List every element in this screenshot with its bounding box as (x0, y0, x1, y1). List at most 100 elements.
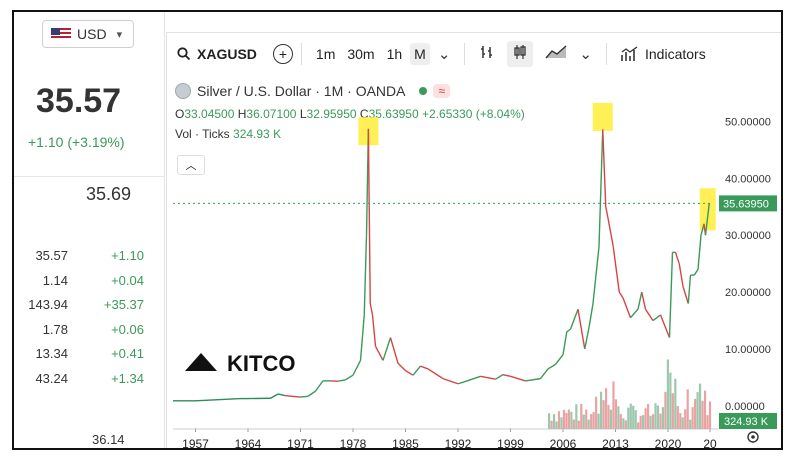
indicators-icon (621, 46, 638, 61)
price-segment (502, 373, 511, 378)
volume-bar (647, 403, 650, 429)
current-price: 35.57 (36, 82, 122, 120)
volume-bar (644, 408, 647, 429)
collapse-legend-button[interactable]: ︿ (177, 155, 205, 175)
us-flag-icon (51, 28, 71, 40)
candles-style-icon[interactable] (507, 41, 534, 67)
price-segment (607, 218, 614, 247)
price-segment (345, 374, 354, 381)
volume-bar (590, 414, 593, 429)
chart-panel: XAGUSD + 1m 30m 1h M ⌄ ⌄ Indicators (166, 32, 783, 449)
symbol-search[interactable]: XAGUSD (177, 46, 257, 62)
price-segment (374, 345, 384, 361)
close-label: C (359, 107, 369, 121)
price-segment (592, 246, 600, 304)
volume-bars (548, 359, 712, 429)
volume-bar (649, 415, 652, 429)
volume-bar (550, 420, 553, 429)
settings-icon[interactable] (747, 431, 759, 443)
price-segment (442, 377, 459, 385)
open-value: 33.04500 (184, 107, 235, 121)
chevron-down-icon[interactable]: ⌄ (579, 46, 592, 63)
volume-bar (582, 414, 585, 429)
volume-badge (719, 413, 777, 429)
row-change: +1.34 (111, 371, 144, 386)
price-segment (641, 291, 647, 310)
interval-1h[interactable]: 1h (386, 46, 403, 62)
volume-readout: Vol · Ticks 324.93 K (175, 127, 281, 141)
close-value: 35.63950 (368, 107, 419, 121)
volume-bar (614, 399, 618, 429)
low-label: L (299, 107, 307, 121)
indicators-button[interactable]: Indicators (621, 46, 706, 62)
price-segment (622, 297, 632, 318)
add-symbol-button[interactable]: + (272, 44, 293, 64)
row-value: 43.24 (35, 371, 68, 386)
price-segment (554, 354, 564, 365)
chart-title: Silver / U.S. Dollar · 1M · OANDA (197, 83, 406, 99)
highlight-marker (592, 102, 613, 131)
volume-bar (604, 388, 608, 429)
volume-bar (632, 405, 635, 429)
row-value: 13.34 (35, 346, 68, 361)
row-change: +0.06 (111, 322, 144, 337)
volume-bar (674, 378, 677, 429)
volume-bar (602, 400, 605, 429)
x-tick-label: 2006 (550, 437, 577, 449)
quote-sidebar: USD ▾ 35.57 +1.10 (+3.19%) 35.69 35.57 +… (14, 12, 165, 448)
row-value: 1.78 (42, 322, 68, 337)
volume-bar (654, 403, 657, 429)
price-chart[interactable]: 50.00000 40.00000 30.00000 20.00000 10.00000… (167, 33, 783, 449)
area-chart-icon[interactable] (545, 45, 567, 63)
screenshot-frame: USD ▾ 35.57 +1.10 (+3.19%) 35.69 35.57 +… (12, 10, 783, 450)
secondary-price: 35.69 (86, 184, 132, 204)
row-change: +0.41 (111, 346, 144, 361)
price-segment (371, 314, 377, 347)
price-segment (480, 375, 496, 380)
price-segment (566, 328, 571, 333)
price-segment (682, 286, 689, 304)
x-tick-label: 1971 (287, 437, 314, 449)
price-segment (687, 275, 692, 304)
row-value: 35.57 (35, 248, 68, 263)
price-segment (577, 309, 586, 350)
interval-month[interactable]: M (410, 43, 430, 65)
price-segment (367, 128, 371, 304)
row-change: +1.10 (111, 248, 144, 263)
price-segment (382, 337, 392, 361)
price-segment (300, 395, 309, 398)
price-segment (652, 314, 661, 322)
price-change: +1.10 (+3.19%) (28, 134, 125, 150)
volume-bar (666, 359, 669, 429)
volume-bar (617, 406, 620, 429)
currency-select[interactable]: USD ▾ (42, 20, 134, 48)
open-label: O (175, 107, 185, 121)
price-segment (562, 331, 568, 355)
list-item: 13.34 +0.41 (14, 346, 164, 364)
price-segment (337, 379, 346, 382)
price-segment (569, 308, 579, 330)
chevron-down-icon[interactable]: ⌄ (437, 46, 451, 63)
x-tick-label: 2013 (602, 437, 629, 449)
y-tick-label: 50.00000 (725, 116, 771, 128)
price-segment (584, 326, 590, 350)
volume-bar (698, 383, 702, 429)
volume-value: 324.93 K (233, 127, 282, 141)
volume-bar (689, 419, 692, 429)
bar-chart-style-icon[interactable] (479, 44, 495, 64)
price-segment (405, 370, 414, 376)
chart-toolbar: XAGUSD + 1m 30m 1h M ⌄ ⌄ Indicators (167, 33, 781, 75)
y-tick-label: 0.00000 (725, 401, 765, 413)
volume-bar (686, 389, 689, 429)
interval-1m[interactable]: 1m (315, 46, 336, 62)
currency-label: USD (77, 26, 107, 42)
interval-30m[interactable]: 30m (347, 46, 375, 62)
volume-bar (651, 414, 655, 429)
y-tick-label: 10.00000 (725, 344, 771, 356)
volume-bar (580, 403, 583, 429)
volume-bar (676, 406, 679, 429)
price-segment (314, 380, 324, 392)
price-segment (397, 362, 406, 372)
volume-bar (572, 419, 575, 429)
bottom-value: 36.14 (92, 432, 125, 447)
